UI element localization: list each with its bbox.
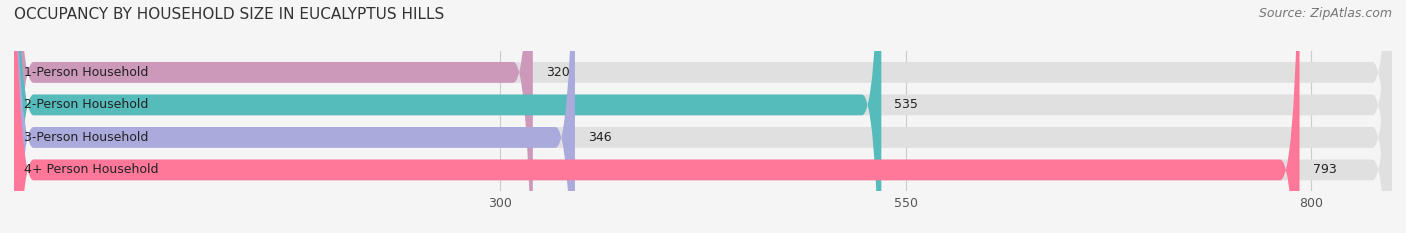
FancyBboxPatch shape <box>14 0 1299 233</box>
Text: Source: ZipAtlas.com: Source: ZipAtlas.com <box>1258 7 1392 20</box>
Text: 320: 320 <box>546 66 569 79</box>
FancyBboxPatch shape <box>14 0 1392 233</box>
Text: 346: 346 <box>588 131 612 144</box>
FancyBboxPatch shape <box>14 0 1392 233</box>
Text: 3-Person Household: 3-Person Household <box>24 131 148 144</box>
Text: 2-Person Household: 2-Person Household <box>24 98 148 111</box>
Text: 793: 793 <box>1313 163 1336 176</box>
Text: 1-Person Household: 1-Person Household <box>24 66 148 79</box>
FancyBboxPatch shape <box>14 0 882 233</box>
FancyBboxPatch shape <box>14 0 575 233</box>
Text: 535: 535 <box>894 98 918 111</box>
FancyBboxPatch shape <box>14 0 1392 233</box>
Text: 4+ Person Household: 4+ Person Household <box>24 163 159 176</box>
Text: OCCUPANCY BY HOUSEHOLD SIZE IN EUCALYPTUS HILLS: OCCUPANCY BY HOUSEHOLD SIZE IN EUCALYPTU… <box>14 7 444 22</box>
FancyBboxPatch shape <box>14 0 533 233</box>
FancyBboxPatch shape <box>14 0 1392 233</box>
